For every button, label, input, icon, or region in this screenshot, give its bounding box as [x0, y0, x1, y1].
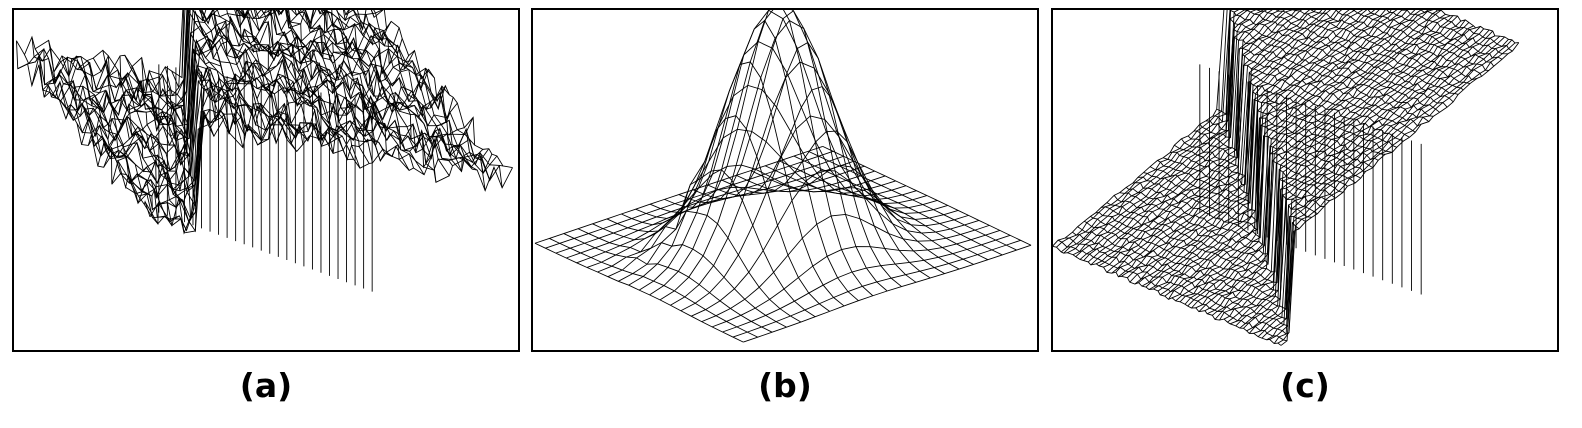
caption-c: (c) — [1280, 366, 1330, 405]
smoothed-surface-grid — [1053, 10, 1520, 346]
noisy-step-wireframe — [16, 10, 513, 292]
step-wall — [158, 64, 373, 292]
noisy-surface-grid — [16, 10, 513, 235]
panel-smoothed-step-surface — [1051, 8, 1559, 352]
panel-gaussian-surface — [531, 8, 1039, 352]
caption-b: (b) — [758, 366, 812, 405]
gaussian-surface-grid — [534, 10, 1032, 343]
gaussian-peak-wireframe — [534, 10, 1032, 343]
step-wall — [1199, 64, 1422, 295]
smoothed-step-wireframe — [1053, 10, 1520, 346]
caption-a: (a) — [239, 366, 293, 405]
panel-noisy-step-surface — [12, 8, 520, 352]
